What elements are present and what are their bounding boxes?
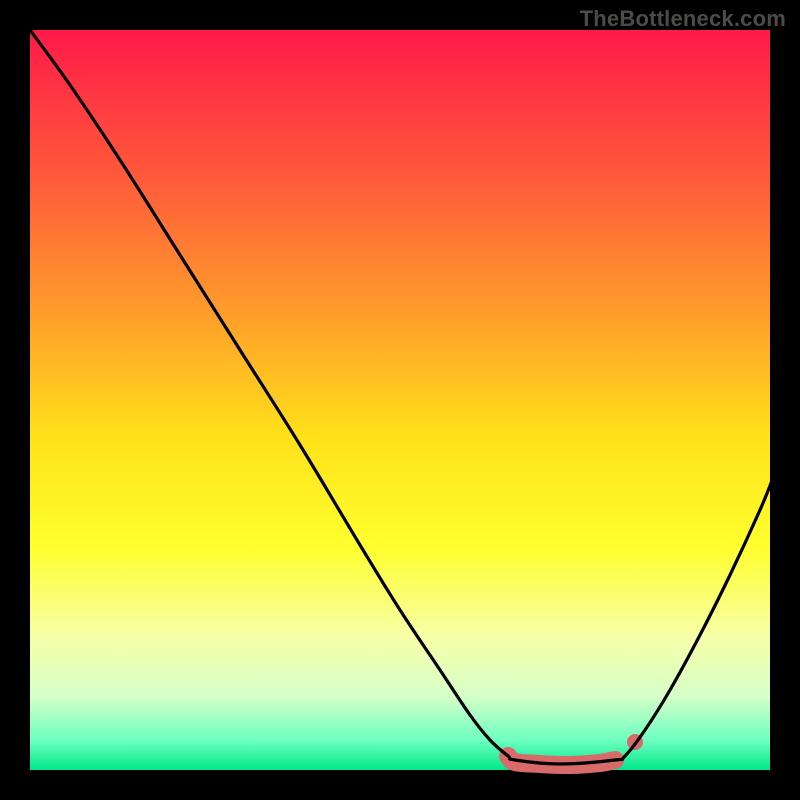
chart-container: TheBottleneck.com [0, 0, 800, 800]
chart-svg [0, 0, 800, 800]
attribution-label: TheBottleneck.com [580, 6, 786, 32]
chart-plot-area [30, 30, 770, 770]
